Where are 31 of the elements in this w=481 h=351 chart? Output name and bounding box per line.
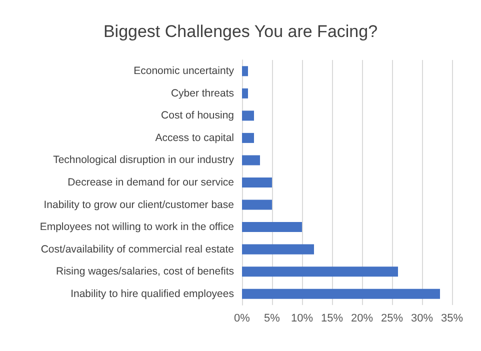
bar <box>242 110 254 121</box>
bar <box>242 288 440 299</box>
x-tick-label: 15% <box>320 312 344 324</box>
bar <box>242 200 272 210</box>
y-tick-label: Cyber threats <box>170 87 234 100</box>
x-tick-label: 10% <box>290 312 314 324</box>
bar <box>242 155 260 166</box>
chart-title: Biggest Challenges You are Facing? <box>103 22 378 41</box>
x-tick-label: 35% <box>440 312 464 324</box>
bar <box>242 222 302 232</box>
bar <box>242 177 272 188</box>
x-tick-label: 20% <box>350 312 374 324</box>
bar <box>242 132 254 143</box>
x-tick-label: 5% <box>264 312 280 324</box>
bar <box>242 88 248 98</box>
y-tick-label: Inability to grow our client/customer base <box>44 198 234 211</box>
y-tick-label: Inability to hire qualified employees <box>70 288 234 300</box>
bar <box>242 244 314 254</box>
x-tick-label: 25% <box>380 312 404 324</box>
bar <box>242 66 248 76</box>
y-tick-label: Technological disruption in our industry <box>53 154 235 166</box>
x-tick-label: 30% <box>410 312 434 324</box>
bar <box>242 266 398 277</box>
y-tick-label: Economic uncertainty <box>134 65 235 78</box>
x-tick-label: 0% <box>234 312 250 324</box>
y-tick-label: Decrease in demand for our service <box>68 176 234 188</box>
y-tick-label: Cost of housing <box>161 110 234 122</box>
y-tick-label: Cost/availability of commercial real estate <box>40 243 234 256</box>
y-tick-label: Rising wages/salaries, cost of benefits <box>56 266 234 278</box>
y-tick-label: Access to capital <box>155 132 234 144</box>
y-tick-label: Employees not willing to work in the office <box>40 221 234 234</box>
